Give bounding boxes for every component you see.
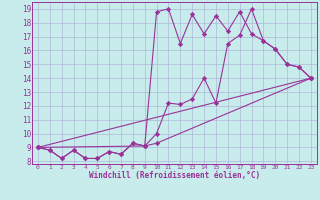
X-axis label: Windchill (Refroidissement éolien,°C): Windchill (Refroidissement éolien,°C) xyxy=(89,171,260,180)
